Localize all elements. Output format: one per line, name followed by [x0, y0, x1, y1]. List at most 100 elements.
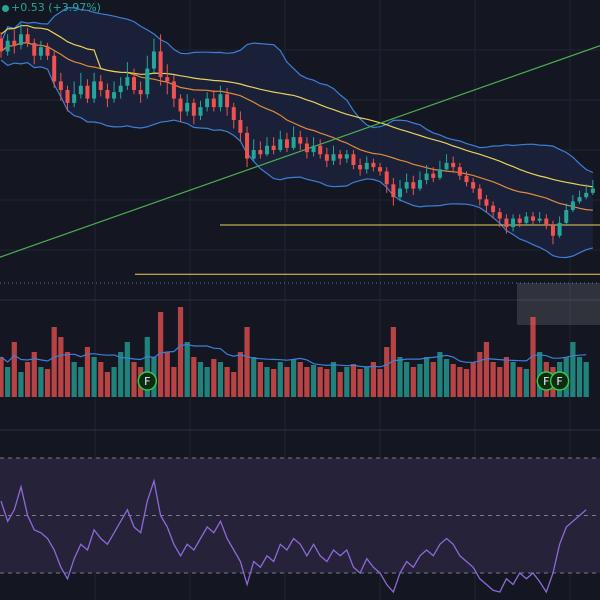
- candle-body-32: [211, 98, 216, 108]
- candle-body-40: [265, 145, 269, 155]
- candle-body-34: [225, 94, 230, 108]
- volume-bar-10: [64, 352, 71, 397]
- candle-body-41: [271, 145, 276, 150]
- marker-f-label-0: F: [144, 375, 150, 388]
- candle-body-2: [12, 40, 17, 45]
- candle-body-0: [0, 38, 3, 52]
- candle-body-62: [411, 182, 416, 189]
- volume-bar-15: [98, 362, 104, 397]
- candle-body-42: [278, 139, 283, 150]
- volume-bar-79: [523, 369, 529, 397]
- candle-body-10: [65, 90, 70, 103]
- volume-bar-7: [44, 369, 51, 397]
- volume-bar-35: [231, 372, 237, 397]
- volume-bar-18: [118, 352, 124, 397]
- volume-bar-43: [284, 367, 290, 397]
- volume-bar-4: [25, 362, 31, 397]
- volume-bar-27: [177, 307, 184, 397]
- volume-bar-51: [337, 372, 343, 397]
- volume-bar-66: [437, 352, 443, 397]
- candle-body-55: [364, 162, 369, 170]
- candle-body-61: [404, 182, 409, 189]
- ma-yellow-line: [0, 25, 593, 188]
- candle-body-27: [178, 98, 183, 112]
- volume-bar-13: [84, 347, 91, 397]
- volume-bar-78: [517, 367, 523, 397]
- candle-body-88: [584, 192, 589, 198]
- candle-body-64: [424, 173, 429, 180]
- candle-body-4: [25, 34, 30, 43]
- volume-bar-8: [51, 327, 57, 397]
- volume-bar-60: [397, 357, 403, 397]
- candle-body-51: [338, 154, 343, 159]
- candle-body-21: [138, 90, 143, 95]
- candle-body-50: [331, 154, 336, 161]
- bollinger-lower-line: [0, 59, 594, 259]
- volume-bar-73: [483, 342, 490, 397]
- candle-body-33: [218, 94, 223, 108]
- candle-body-84: [557, 222, 562, 236]
- volume-bar-28: [184, 342, 190, 397]
- candle-body-67: [444, 162, 449, 170]
- volume-bar-29: [191, 357, 197, 397]
- volume-bar-71: [470, 362, 476, 397]
- candle-body-24: [158, 51, 163, 78]
- candle-body-36: [238, 120, 243, 133]
- candle-body-70: [464, 175, 469, 183]
- candle-body-11: [72, 94, 77, 103]
- volume-bar-44: [291, 359, 297, 397]
- candle-body-89: [590, 188, 595, 193]
- candle-body-18: [118, 85, 123, 93]
- candle-body-30: [198, 107, 203, 116]
- candle-body-77: [511, 218, 516, 228]
- candle-body-17: [112, 92, 117, 99]
- candle-body-68: [451, 162, 456, 168]
- volume-bar-30: [197, 362, 204, 397]
- candle-body-39: [258, 150, 263, 155]
- volume-bar-5: [31, 352, 37, 397]
- candle-body-75: [497, 212, 502, 219]
- volume-bar-59: [390, 327, 396, 397]
- volume-bar-76: [503, 357, 509, 397]
- candle-body-74: [491, 205, 496, 213]
- candle-body-52: [344, 154, 349, 159]
- candle-body-6: [38, 47, 43, 56]
- volume-bar-88: [583, 362, 589, 397]
- volume-bar-16: [104, 372, 110, 397]
- volume-bar-41: [271, 369, 277, 397]
- candle-body-72: [477, 188, 482, 200]
- volume-bar-40: [264, 367, 270, 397]
- candle-body-71: [471, 182, 476, 189]
- candle-body-48: [318, 145, 323, 155]
- candle-body-73: [484, 199, 489, 206]
- bollinger-fill: [1, 7, 593, 258]
- candle-body-31: [205, 98, 210, 108]
- volume-bar-57: [377, 369, 383, 397]
- candle-body-23: [151, 51, 156, 69]
- candle-body-82: [544, 218, 549, 225]
- volume-bar-63: [417, 364, 423, 397]
- candle-body-20: [132, 77, 136, 90]
- volume-bar-22: [144, 337, 150, 397]
- volume-bar-1: [5, 367, 11, 397]
- candle-body-65: [431, 173, 436, 178]
- volume-bar-53: [350, 364, 357, 397]
- volume-bar-32: [211, 359, 217, 397]
- volume-bar-0: [0, 357, 4, 397]
- volume-bar-3: [18, 372, 24, 397]
- volume-bar-37: [244, 327, 250, 397]
- volume-bar-19: [124, 342, 130, 397]
- volume-bar-69: [457, 367, 463, 397]
- candle-body-57: [378, 167, 383, 172]
- candle-body-80: [531, 216, 535, 221]
- candle-body-8: [52, 55, 57, 82]
- candle-body-38: [251, 150, 256, 159]
- volume-bar-39: [257, 362, 263, 397]
- candle-body-13: [85, 85, 90, 99]
- marker-f-label-1: F: [543, 375, 549, 388]
- volume-bar-87: [576, 357, 583, 397]
- candle-body-53: [351, 154, 356, 165]
- volume-bar-31: [204, 367, 210, 397]
